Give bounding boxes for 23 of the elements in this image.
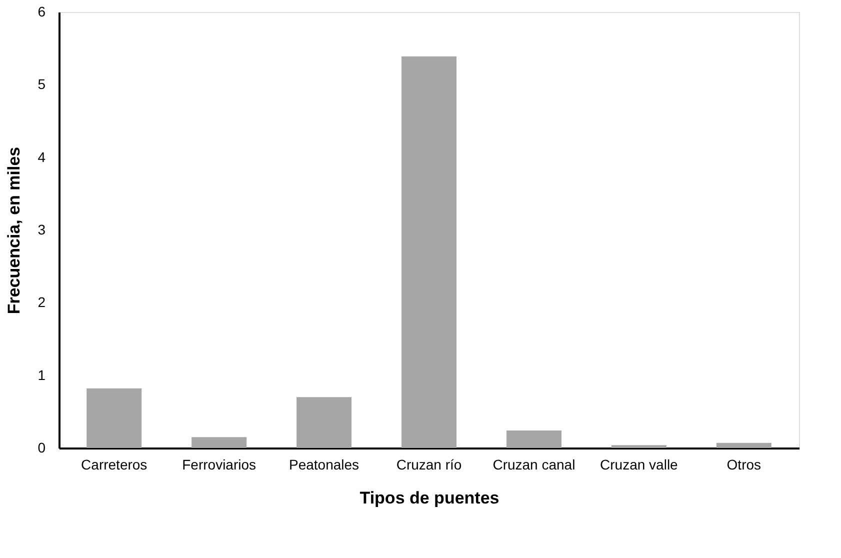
bar (192, 437, 247, 448)
y-axis-title: Frecuencia, en miles (4, 146, 24, 314)
y-tick-label: 3 (38, 222, 46, 238)
x-axis-title: Tipos de puentes (360, 488, 500, 508)
bar (402, 56, 456, 448)
bar (86, 388, 142, 448)
y-tick-label: 5 (38, 76, 46, 92)
bar (296, 397, 352, 448)
y-tick-label: 4 (38, 148, 46, 165)
y-tick-label: 1 (38, 366, 46, 383)
bar (611, 445, 666, 448)
x-tick-label: Carreteros (81, 456, 148, 472)
bar (716, 442, 772, 448)
bar (506, 430, 562, 448)
x-tick-label: Ferroviarios (182, 456, 256, 472)
x-tick-label: Cruzan canal (492, 456, 576, 472)
y-tick-label: 6 (38, 4, 46, 20)
y-tick-label: 2 (38, 294, 46, 310)
x-tick-label: Cruzan río (396, 456, 462, 472)
x-tick-label: Cruzan valle (600, 456, 678, 472)
y-tick-label: 0 (38, 440, 46, 456)
x-tick-label: Peatonales (289, 456, 360, 472)
x-tick-label: Otros (726, 456, 762, 472)
